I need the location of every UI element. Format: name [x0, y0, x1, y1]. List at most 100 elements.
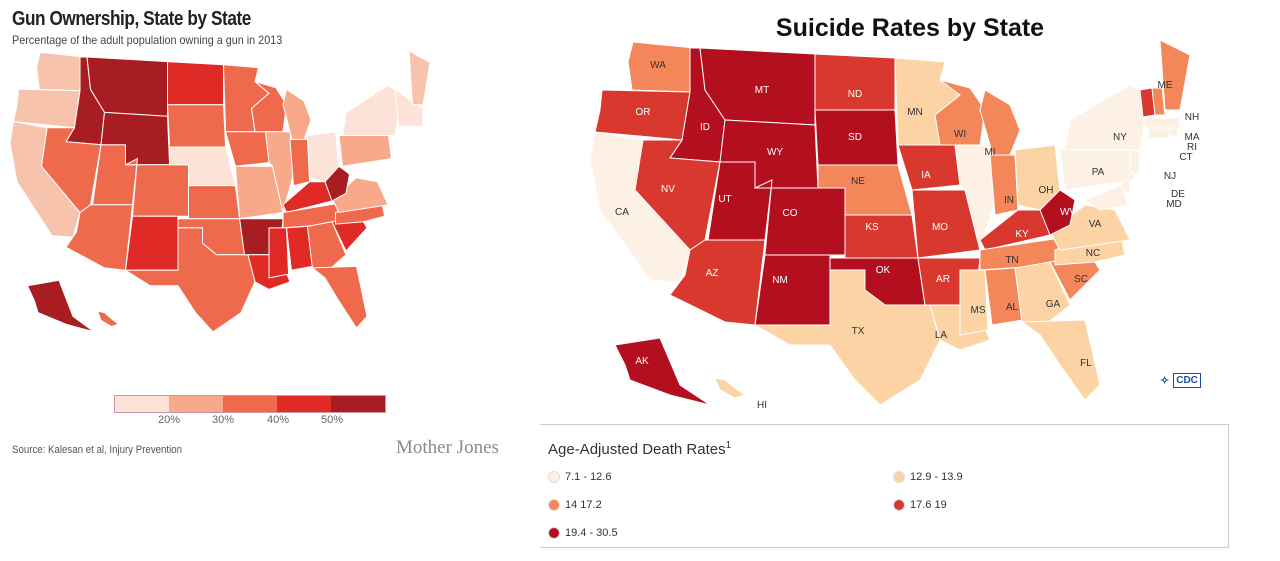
suicide-legend: Age-Adjusted Death Rates1 7.1 - 12.6 12.…	[540, 424, 1229, 548]
state-ia	[897, 144, 961, 191]
state-label-ar: AR	[936, 274, 950, 285]
state-label-wv: WV	[1060, 207, 1076, 218]
state-ri	[1169, 127, 1179, 137]
state-va	[331, 177, 389, 214]
state-nd	[167, 61, 224, 106]
state-label-mo: MO	[932, 222, 948, 233]
state-or	[12, 88, 81, 129]
gun-legend-bar	[114, 395, 386, 413]
mother-jones-logo: Mother Jones	[396, 437, 499, 458]
state-hi	[714, 377, 747, 399]
legend-item: 12.9 - 13.9	[893, 471, 963, 483]
state-label-ca: CA	[615, 207, 629, 218]
legend-swatch	[893, 499, 905, 511]
state-wv	[324, 165, 351, 202]
state-label-id: ID	[700, 122, 710, 133]
state-nv	[40, 127, 102, 214]
cdc-logo: ✧ CDC	[1160, 373, 1201, 388]
state-label-mi: MI	[984, 147, 995, 158]
state-fl	[1020, 319, 1101, 401]
state-label-fl: FL	[1080, 358, 1092, 369]
state-label-ne: NE	[851, 176, 865, 187]
state-label-nj: NJ	[1164, 171, 1176, 182]
state-label-hi: HI	[757, 400, 767, 411]
state-label-ny: NY	[1113, 132, 1127, 143]
legend-swatch	[548, 499, 560, 511]
state-az	[65, 204, 134, 271]
state-label-nm: NM	[772, 275, 788, 286]
state-label-ut: UT	[718, 194, 731, 205]
gun-ownership-panel: Gun Ownership, State by State Percentage…	[0, 0, 510, 561]
state-ga	[1014, 261, 1071, 326]
state-tx	[123, 227, 256, 333]
legend-color-step	[277, 396, 331, 412]
state-tx	[753, 269, 941, 406]
state-fl	[311, 265, 368, 329]
state-label-sd: SD	[848, 132, 862, 143]
legend-item: 7.1 - 12.6	[548, 471, 611, 483]
state-label-or: OR	[636, 107, 651, 118]
legend-swatch	[548, 471, 560, 483]
state-sd	[166, 104, 227, 148]
state-label-ks: KS	[865, 222, 879, 233]
state-nh	[1151, 87, 1166, 116]
state-ak	[26, 279, 95, 333]
state-label-wa: WA	[650, 60, 666, 71]
state-label-in: IN	[1004, 195, 1014, 206]
state-ct	[1147, 127, 1171, 139]
state-label-la: LA	[935, 330, 948, 341]
state-label-nh: NH	[1185, 112, 1199, 123]
state-hi	[96, 310, 120, 328]
gun-legend-tick: 20%	[157, 414, 181, 426]
state-ks	[188, 185, 241, 220]
gun-legend-tick: 30%	[211, 414, 235, 426]
state-label-de: DE	[1171, 189, 1185, 200]
state-ga	[306, 221, 347, 271]
hhs-eagle-icon: ✧	[1160, 375, 1170, 387]
state-label-az: AZ	[706, 268, 719, 279]
gun-ownership-map	[9, 49, 431, 333]
gun-map-subtitle: Percentage of the adult population ownin…	[12, 33, 283, 47]
legend-color-step	[223, 396, 277, 412]
state-in	[289, 138, 311, 187]
legend-color-step	[115, 396, 169, 412]
state-wv	[1039, 189, 1076, 236]
state-label-oh: OH	[1039, 185, 1054, 196]
suicide-map-title: Suicide Rates by State	[775, 14, 1045, 42]
gun-legend-tick: 50%	[320, 414, 344, 426]
state-ny	[1064, 84, 1151, 151]
suicide-rates-panel: Suicide Rates by State WA OR CA ID NV UT AZ MT W…	[540, 0, 1280, 561]
state-label-ms: MS	[971, 305, 986, 316]
legend-swatch	[548, 527, 560, 539]
state-ia	[224, 131, 270, 167]
legend-color-step	[169, 396, 223, 412]
legend-swatch	[893, 471, 905, 483]
state-label-mn: MN	[907, 107, 923, 118]
state-va	[1049, 204, 1131, 251]
state-nm	[124, 215, 179, 271]
state-ak	[614, 337, 711, 406]
state-label-nc: NC	[1086, 248, 1100, 259]
state-ks	[844, 214, 919, 259]
state-nv	[634, 139, 721, 251]
state-nj	[1129, 149, 1141, 176]
state-label-nd: ND	[848, 89, 862, 100]
legend-color-step	[331, 396, 385, 412]
state-label-tx: TX	[852, 326, 865, 337]
state-label-md: MD	[1166, 199, 1182, 210]
state-az	[669, 239, 766, 326]
state-label-mt: MT	[755, 85, 769, 96]
state-ma	[1143, 117, 1181, 129]
state-me	[1159, 39, 1191, 111]
state-label-co: CO	[783, 208, 798, 219]
legend-title: Age-Adjusted Death Rates1	[548, 440, 732, 458]
state-label-vt: VT	[1186, 102, 1199, 113]
state-label-pa: PA	[1092, 167, 1105, 178]
state-label-ct: CT	[1179, 152, 1192, 163]
state-label-nv: NV	[661, 184, 675, 195]
legend-item: 14 17.2	[548, 499, 602, 511]
state-label-ga: GA	[1046, 299, 1061, 310]
legend-item: 17.6 19	[893, 499, 947, 511]
state-in	[989, 154, 1019, 216]
state-nm	[754, 254, 831, 326]
